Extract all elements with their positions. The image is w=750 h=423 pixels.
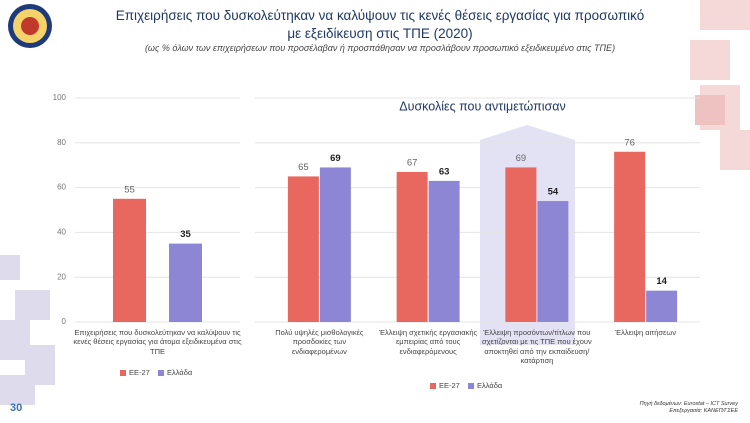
bar xyxy=(428,180,460,322)
y-tick-label: 40 xyxy=(57,228,66,237)
y-tick-label: 0 xyxy=(62,317,67,326)
x-tick-label: Πολύ υψηλές μισθολογικές προσδοκίες των … xyxy=(275,328,364,356)
y-tick-label: 80 xyxy=(57,138,66,147)
legend-label: ΕΕ-27 xyxy=(439,381,460,390)
chart-title: Δυσκολίες που αντιμετώπισαν xyxy=(399,99,565,113)
value-label: 69 xyxy=(516,153,527,164)
source-line: Επεξεργασία: ΚΑΝΕΠ/ΓΣΕΕ xyxy=(669,408,738,415)
legend-label: Ελλάδα xyxy=(477,381,503,390)
value-label: 65 xyxy=(298,162,309,173)
decoration xyxy=(690,0,750,170)
bar xyxy=(396,171,428,322)
value-label: 63 xyxy=(439,166,450,177)
bar xyxy=(646,290,678,322)
bar xyxy=(505,167,537,322)
y-tick-label: 60 xyxy=(57,183,66,192)
bar xyxy=(319,167,351,322)
value-label: 35 xyxy=(180,229,191,240)
value-label: 54 xyxy=(548,187,559,198)
x-tick-label: Έλλειψη προσόντων/τίτλων που σχετίζονται… xyxy=(481,328,592,366)
legend-swatch xyxy=(120,370,126,376)
value-label: 76 xyxy=(624,137,635,148)
source-line: Πηγή δεδομένων: Eurostat – ICT Survey xyxy=(639,401,738,407)
bar xyxy=(537,201,569,322)
y-tick-label: 20 xyxy=(57,272,66,281)
bar xyxy=(113,198,146,322)
x-tick-label: Έλλειψη σχετικής εργασιακής εμπειρίας απ… xyxy=(379,328,478,356)
bar xyxy=(169,243,202,322)
x-tick-label: Επιχειρήσεις που δυσκολεύτηκαν να καλύψο… xyxy=(73,328,242,356)
value-label: 69 xyxy=(330,153,341,164)
legend-swatch xyxy=(468,383,474,389)
value-label: 55 xyxy=(124,184,135,195)
legend-label: Ελλάδα xyxy=(167,368,193,377)
x-tick-label: Έλλειψη αιτήσεων xyxy=(615,328,676,337)
bar xyxy=(287,176,319,322)
value-label: 67 xyxy=(407,157,418,168)
title: Επιχειρήσεις που δυσκολεύτηκαν να καλύψο… xyxy=(115,8,645,41)
legend-swatch xyxy=(158,370,164,376)
y-tick-label: 100 xyxy=(53,93,67,102)
bar xyxy=(614,151,646,322)
legend-label: ΕΕ-27 xyxy=(129,368,150,377)
legend-swatch xyxy=(430,383,436,389)
page-number: 30 xyxy=(10,402,23,414)
subtitle: (ως % όλων των επιχειρήσεων που προσέλαβ… xyxy=(144,43,616,53)
decoration xyxy=(0,255,55,405)
logo xyxy=(8,4,52,48)
source: Πηγή δεδομένων: Eurostat – ICT Survey Επ… xyxy=(640,401,738,415)
value-label: 14 xyxy=(656,276,667,287)
